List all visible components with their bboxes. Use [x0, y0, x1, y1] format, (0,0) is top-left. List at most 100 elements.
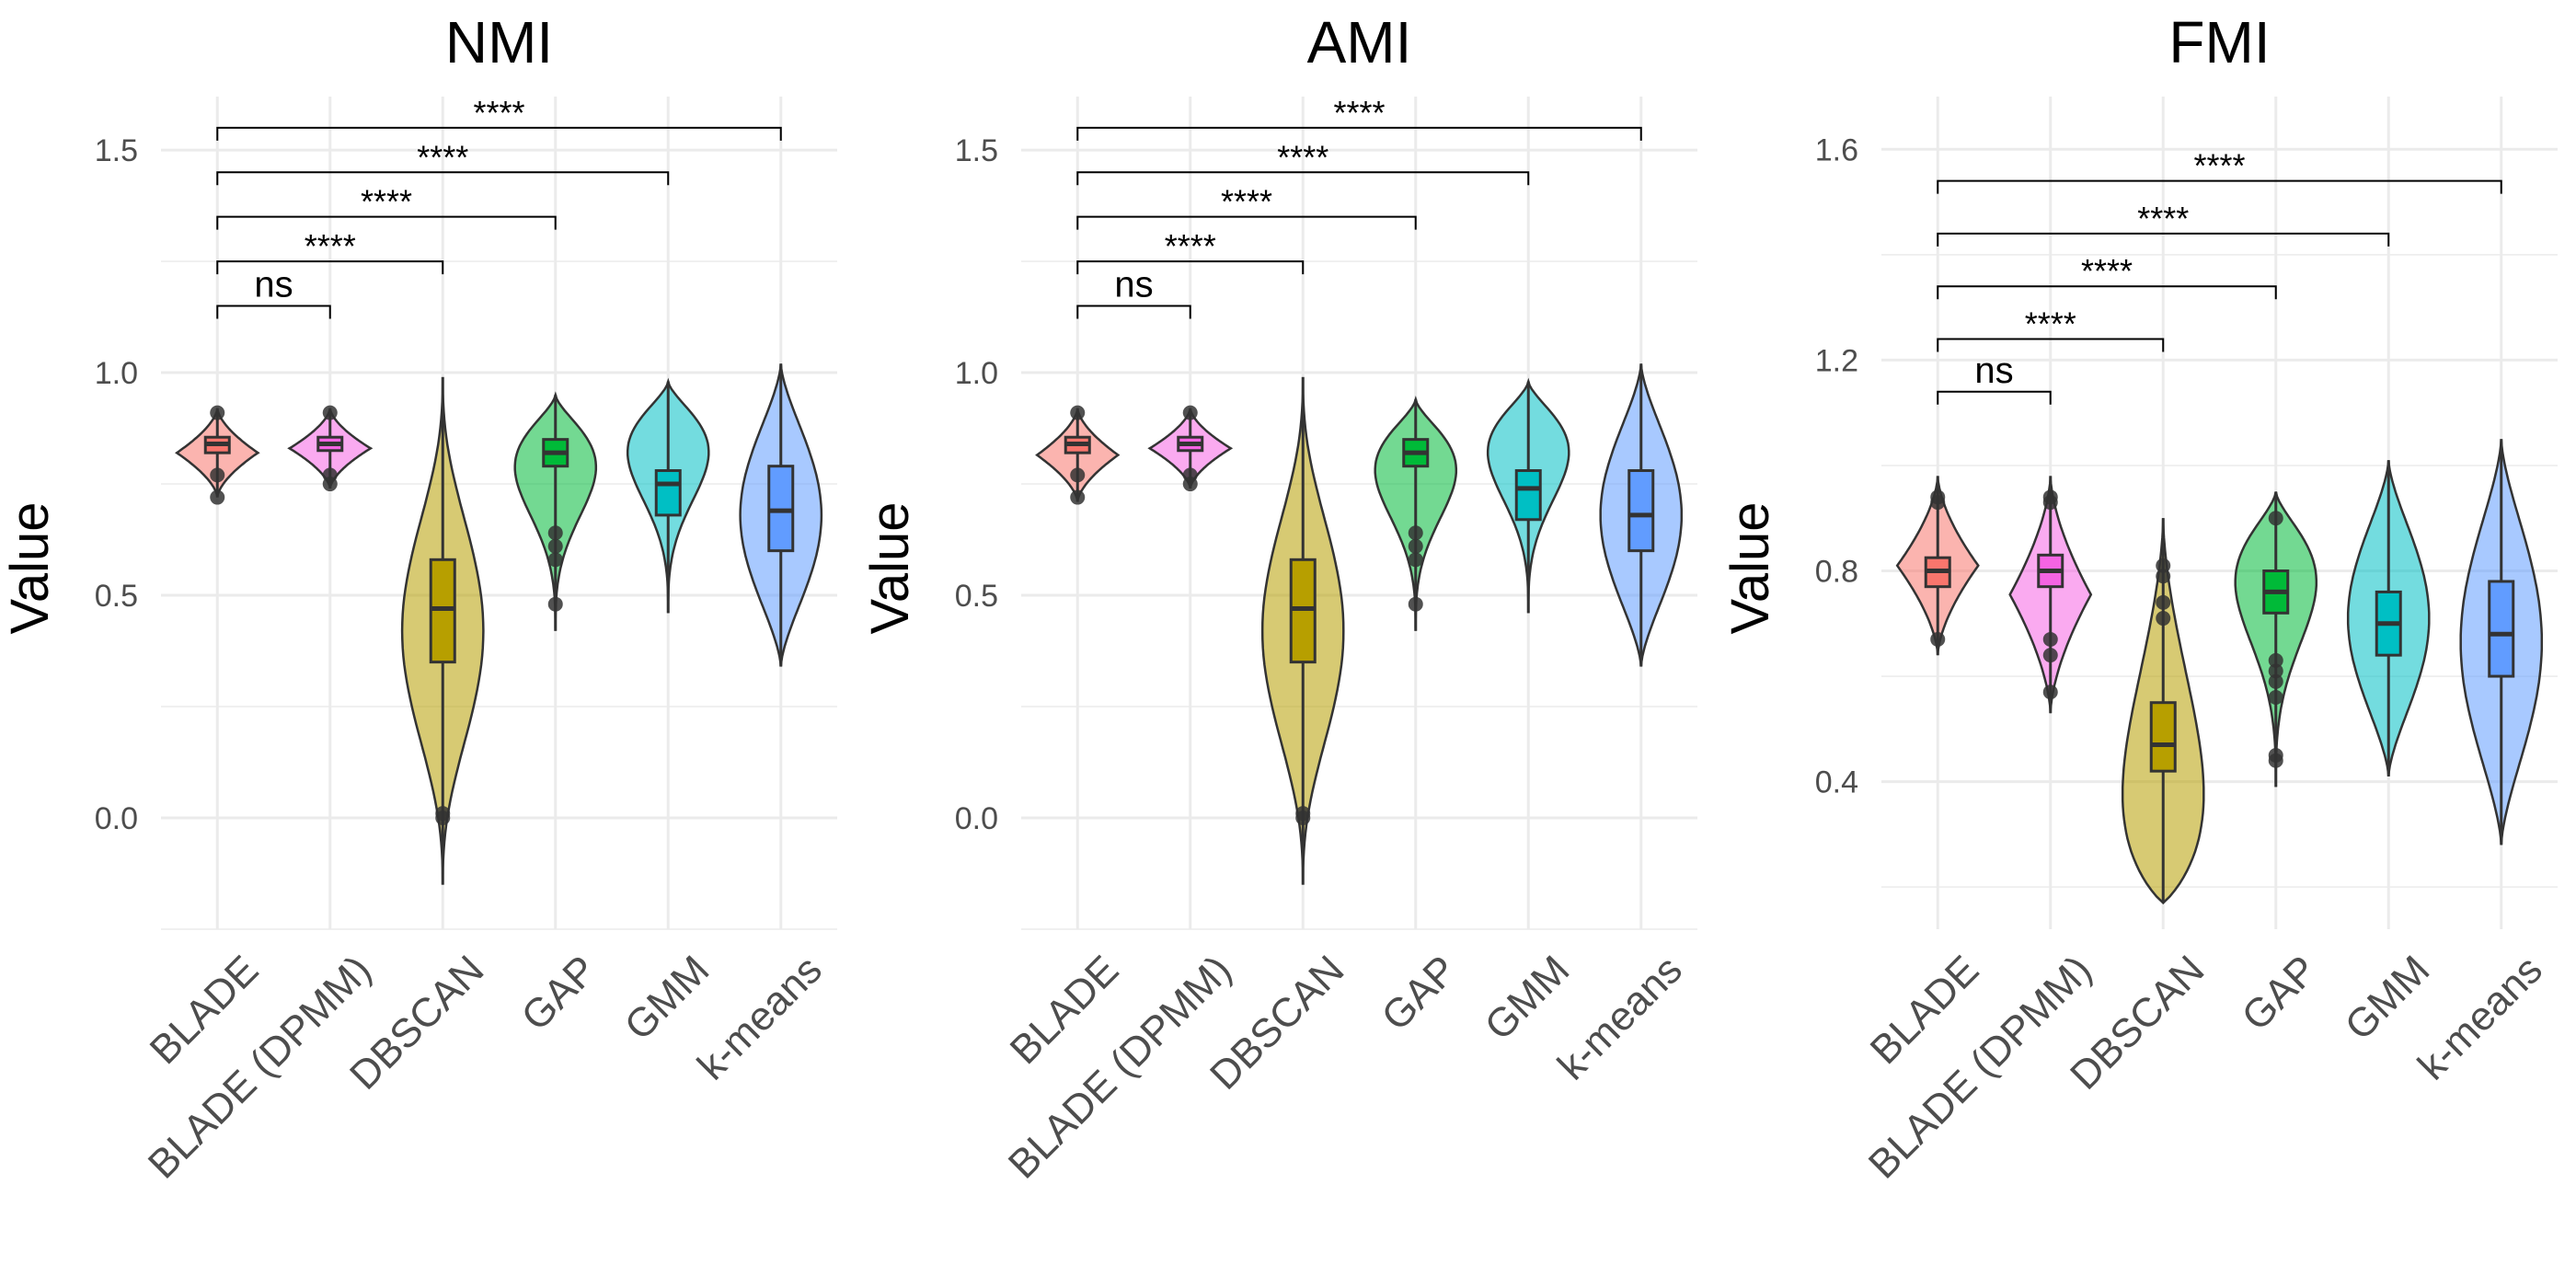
significance-bracket [1076, 305, 1191, 319]
y-tick-label: 1.5 [95, 133, 138, 168]
outlier-point [1408, 538, 1423, 554]
y-tick-label: 0.4 [1815, 765, 1858, 800]
significance-bracket [216, 260, 444, 275]
outlier-point [1070, 489, 1086, 505]
outlier-point [1930, 631, 1946, 647]
outlier-point [2156, 569, 2171, 584]
significance-label: **** [1333, 94, 1385, 132]
y-tick-label: 1.0 [95, 356, 138, 391]
outlier-point [2156, 611, 2171, 627]
x-tick-label: GAP [513, 947, 605, 1039]
outlier-point [210, 489, 225, 505]
significance-bracket [1937, 390, 2052, 405]
box [654, 469, 682, 517]
y-axis-label: Value [860, 501, 920, 634]
significance-bracket [216, 171, 670, 186]
y-tick-label: 1.5 [955, 133, 998, 168]
outlier-point [2042, 684, 2058, 700]
outlier-point [2156, 594, 2171, 610]
outlier-point [2268, 511, 2283, 526]
outlier-point [210, 467, 225, 483]
x-tick-label: GAP [2234, 947, 2326, 1039]
y-tick-label: 0.8 [1815, 555, 1858, 590]
significance-label: **** [361, 183, 412, 221]
outlier-point [547, 525, 563, 541]
outlier-point [2042, 631, 2058, 647]
significance-label: **** [2025, 305, 2076, 342]
outlier-point [1070, 405, 1086, 420]
box [2149, 701, 2177, 773]
panel-title: NMI [445, 9, 553, 75]
x-tick-label: k-means [2409, 947, 2551, 1088]
x-tick-label: k-means [689, 947, 831, 1088]
x-tick-label: GMM [2337, 947, 2439, 1049]
outlier-point [2268, 673, 2283, 689]
outlier-point [1408, 596, 1423, 612]
box [2488, 580, 2515, 678]
y-tick-label: 1.0 [955, 356, 998, 391]
outlier-point [322, 467, 338, 483]
outlier-point [2268, 652, 2283, 668]
outlier-point [1930, 489, 1946, 505]
outlier-point [547, 538, 563, 554]
box [1627, 469, 1655, 553]
significance-bracket [1076, 126, 1642, 141]
y-tick-label: 0.5 [955, 579, 998, 614]
significance-label: **** [473, 94, 524, 132]
y-tick-label: 0.0 [955, 801, 998, 836]
y-tick-label: 1.6 [1815, 132, 1858, 167]
significance-label: **** [1221, 183, 1272, 221]
outlier-point [547, 552, 563, 568]
significance-bracket [1937, 179, 2502, 194]
outlier-point [2268, 747, 2283, 763]
significance-bracket [216, 215, 557, 230]
outlier-point [2156, 558, 2171, 573]
significance-bracket [1076, 171, 1530, 186]
outlier-point [1182, 467, 1198, 483]
x-tick-label: GMM [1477, 947, 1579, 1049]
significance-bracket [1076, 260, 1305, 275]
significance-label: **** [2193, 147, 2245, 185]
significance-label: ns [1974, 351, 2013, 391]
outlier-point [322, 405, 338, 420]
outlier-point [1070, 467, 1086, 483]
significance-label: **** [2081, 252, 2133, 290]
significance-label: **** [305, 227, 356, 265]
y-tick-label: 1.2 [1815, 343, 1858, 378]
panel-title: AMI [1307, 9, 1412, 75]
significance-bracket [1937, 338, 2165, 352]
significance-label: **** [2137, 200, 2189, 237]
significance-label: **** [1277, 138, 1328, 176]
significance-bracket [216, 126, 782, 141]
outlier-point [2042, 648, 2058, 663]
outlier-point [547, 596, 563, 612]
outlier-point [1295, 806, 1311, 822]
outlier-point [2268, 663, 2283, 679]
significance-label: **** [417, 138, 468, 176]
outlier-point [1408, 552, 1423, 568]
panel-title: FMI [2168, 9, 2270, 75]
significance-bracket [216, 305, 331, 319]
outlier-point [1408, 525, 1423, 541]
significance-label: ns [1114, 264, 1153, 305]
box [1514, 469, 1542, 522]
outlier-point [435, 806, 451, 822]
x-tick-label: GAP [1374, 947, 1466, 1039]
outlier-point [210, 405, 225, 420]
significance-label: ns [254, 264, 293, 305]
x-tick-label: GMM [616, 947, 719, 1049]
outlier-point [2042, 489, 2058, 505]
x-tick-label: k-means [1549, 947, 1691, 1088]
y-tick-label: 0.5 [95, 579, 138, 614]
significance-bracket [1937, 232, 2390, 247]
significance-bracket [1076, 215, 1417, 230]
significance-label: **** [1165, 227, 1216, 265]
y-axis-label: Value [0, 501, 60, 634]
outlier-point [1182, 405, 1198, 420]
outlier-point [2268, 689, 2283, 705]
significance-bracket [1937, 285, 2277, 300]
